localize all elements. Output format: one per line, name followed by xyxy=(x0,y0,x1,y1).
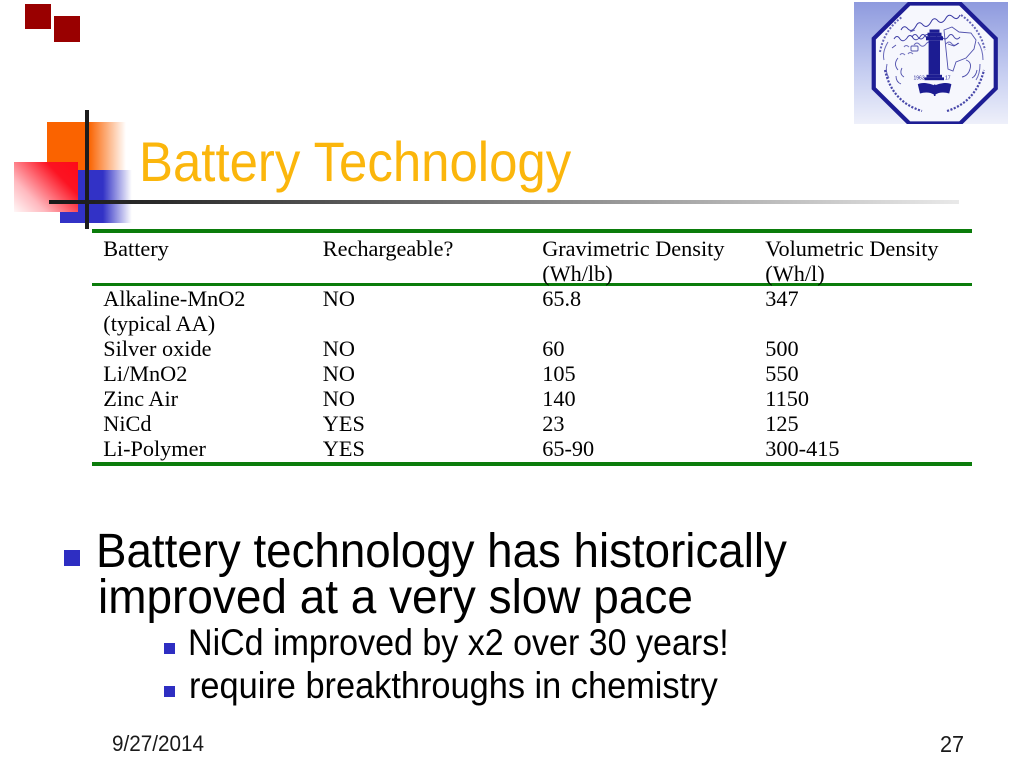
svg-text:1963: 1963 xyxy=(914,76,925,82)
svg-text:17: 17 xyxy=(945,76,951,82)
